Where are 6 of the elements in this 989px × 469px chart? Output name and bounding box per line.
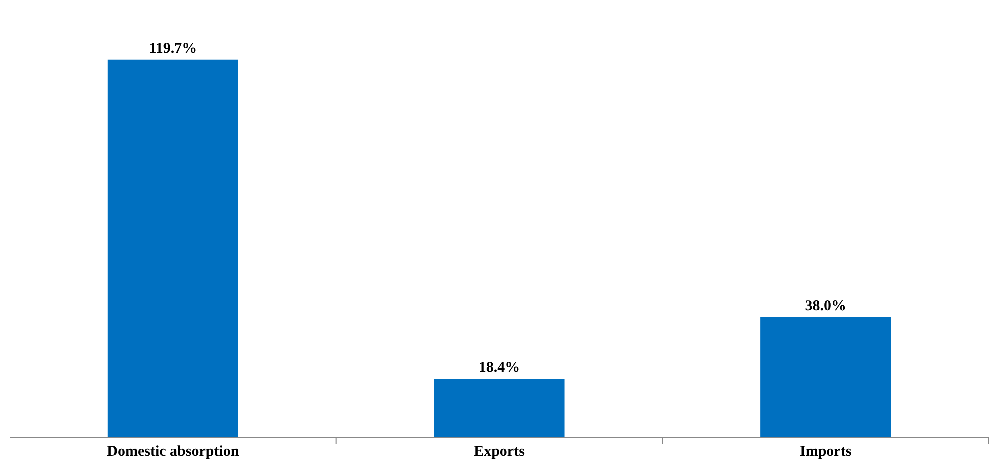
- data-label: 38.0%: [805, 298, 846, 314]
- x-tick-label: Domestic absorption: [107, 444, 240, 460]
- data-label: 18.4%: [478, 360, 520, 376]
- x-tick-label: Imports: [800, 444, 852, 460]
- data-label: 119.7%: [149, 40, 198, 57]
- x-tick-label: Exports: [474, 444, 526, 460]
